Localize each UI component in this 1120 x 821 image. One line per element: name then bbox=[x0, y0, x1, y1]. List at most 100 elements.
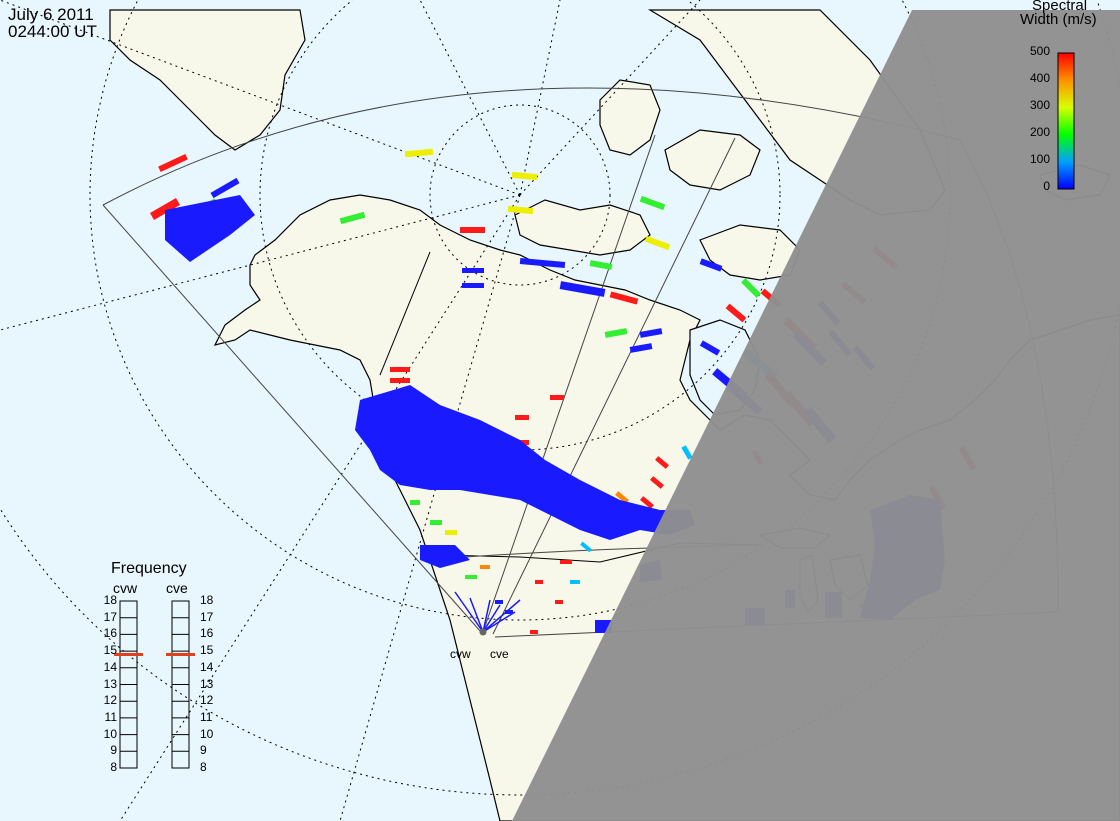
radar-label-cvw: cvw bbox=[450, 647, 471, 661]
latitude-circle-80 bbox=[429, 104, 611, 286]
backscatter-cell bbox=[699, 340, 721, 356]
freq-scale-label-right: 10 bbox=[200, 726, 214, 741]
velocity-vector bbox=[454, 591, 484, 633]
freq-radar-label-cve: cve bbox=[166, 580, 188, 596]
backscatter-cell bbox=[589, 260, 613, 270]
backscatter-cell bbox=[580, 541, 592, 553]
landmass-arctic-islands-2 bbox=[599, 79, 661, 156]
landmass-arctic-islands-1 bbox=[514, 199, 651, 256]
backscatter-cell bbox=[560, 560, 572, 564]
freq-scale-label-left: 17 bbox=[103, 609, 117, 624]
backscatter-cell bbox=[535, 580, 543, 584]
backscatter-cell bbox=[480, 565, 490, 569]
freq-scale-label-right: 13 bbox=[200, 676, 214, 691]
backscatter-cell bbox=[725, 303, 747, 323]
backscatter-cell bbox=[430, 520, 442, 525]
map-date: July 6 2011 bbox=[8, 5, 94, 24]
freq-radar-label-cvw: cvw bbox=[113, 580, 138, 596]
backscatter-cell bbox=[640, 496, 654, 509]
meridian-5 bbox=[419, 0, 521, 196]
backscatter-cell bbox=[410, 500, 420, 505]
velocity-vector bbox=[482, 599, 521, 633]
backscatter-region bbox=[355, 385, 695, 540]
freq-scale-label-left: 9 bbox=[110, 743, 117, 758]
latitude-circle-70 bbox=[259, 0, 781, 451]
colorbar-tick: 200 bbox=[1029, 125, 1050, 139]
freq-scale-label-right: 8 bbox=[200, 760, 207, 774]
colorbar-title-line2: Width (m/s) bbox=[1020, 11, 1097, 28]
backscatter-cell bbox=[741, 278, 761, 298]
frequency-scales bbox=[119, 600, 190, 769]
backscatter-region bbox=[420, 545, 470, 568]
backscatter-cell bbox=[519, 258, 566, 268]
backscatter-cell bbox=[650, 476, 664, 489]
map-time: 0244:00 UT bbox=[8, 22, 97, 41]
landmass-arctic-islands-3 bbox=[664, 129, 761, 191]
freq-scale-label-left: 16 bbox=[103, 626, 117, 641]
backscatter-cell bbox=[570, 580, 580, 584]
backscatter-cell bbox=[465, 575, 477, 579]
radar-site-marker bbox=[479, 628, 487, 636]
freq-scale-label-left: 11 bbox=[104, 709, 117, 724]
backscatter-cell bbox=[604, 328, 628, 338]
backscatter-cell bbox=[681, 445, 693, 460]
freq-scale-label-right: 9 bbox=[200, 743, 207, 758]
colorbar-tick: 400 bbox=[1029, 71, 1050, 85]
fov-left-edge bbox=[102, 204, 482, 633]
freq-scale-label-right: 16 bbox=[200, 626, 214, 641]
backscatter-region bbox=[165, 195, 255, 262]
backscatter-cell bbox=[404, 148, 434, 158]
freq-scale-label-right: 15 bbox=[200, 643, 214, 658]
backscatter-cell bbox=[615, 491, 629, 504]
backscatter-cell bbox=[530, 630, 538, 634]
freq-scale-label-left: 13 bbox=[103, 676, 117, 691]
border-alaska-canada bbox=[379, 251, 431, 376]
backscatter-cell bbox=[507, 205, 534, 215]
freq-scale-label-left: 8 bbox=[110, 760, 117, 774]
backscatter-cell bbox=[462, 283, 484, 288]
backscatter-cell bbox=[655, 456, 669, 469]
colorbar bbox=[1057, 52, 1075, 190]
frequency-title: Frequency bbox=[111, 560, 187, 577]
backscatter-cell bbox=[150, 198, 180, 220]
meridian-6 bbox=[519, 0, 701, 196]
colorbar-tick: 300 bbox=[1029, 98, 1050, 112]
meridian-1 bbox=[0, 0, 521, 196]
freq-scale-label-left: 12 bbox=[103, 693, 117, 708]
radar-label-cve: cve bbox=[490, 647, 509, 661]
backscatter-cell bbox=[210, 177, 240, 199]
landmass-siberia bbox=[109, 9, 306, 151]
freq-scale-label-left: 14 bbox=[103, 659, 117, 674]
backscatter-cell bbox=[460, 227, 485, 233]
velocity-vector bbox=[482, 599, 491, 633]
backscatter-cell bbox=[609, 291, 639, 305]
velocity-vector bbox=[482, 604, 501, 633]
backscatter-cell bbox=[505, 610, 513, 614]
meridian-3 bbox=[119, 194, 521, 821]
velocity-vector bbox=[482, 611, 516, 633]
colorbar-tick: 500 bbox=[1029, 44, 1050, 58]
colorbar-tick: 0 bbox=[1043, 179, 1050, 193]
night-shade bbox=[512, 10, 1120, 821]
freq-scale-label-left: 15 bbox=[103, 643, 117, 658]
backscatter-cell bbox=[390, 378, 410, 383]
meridian-7 bbox=[339, 194, 521, 821]
freq-scale-label-left: 10 bbox=[103, 726, 117, 741]
backscatter-cell bbox=[511, 171, 538, 181]
freq-scale-label-right: 14 bbox=[200, 659, 214, 674]
backscatter-cell bbox=[555, 600, 563, 604]
fov-center-1 bbox=[482, 134, 656, 633]
backscatter-cell bbox=[550, 395, 564, 400]
velocity-vector bbox=[469, 597, 484, 633]
backscatter-cell bbox=[639, 195, 666, 211]
backscatter-cell bbox=[158, 153, 188, 173]
freq-scale-label-right: 17 bbox=[200, 609, 214, 624]
freq-scale-label-left: 18 bbox=[103, 593, 117, 607]
backscatter-cell bbox=[390, 367, 410, 372]
backscatter-cell bbox=[445, 530, 457, 535]
colorbar-tick: 100 bbox=[1029, 152, 1050, 166]
backscatter-cell bbox=[639, 328, 663, 338]
backscatter-cell bbox=[629, 343, 653, 353]
freq-scale-label-right: 11 bbox=[200, 709, 213, 724]
